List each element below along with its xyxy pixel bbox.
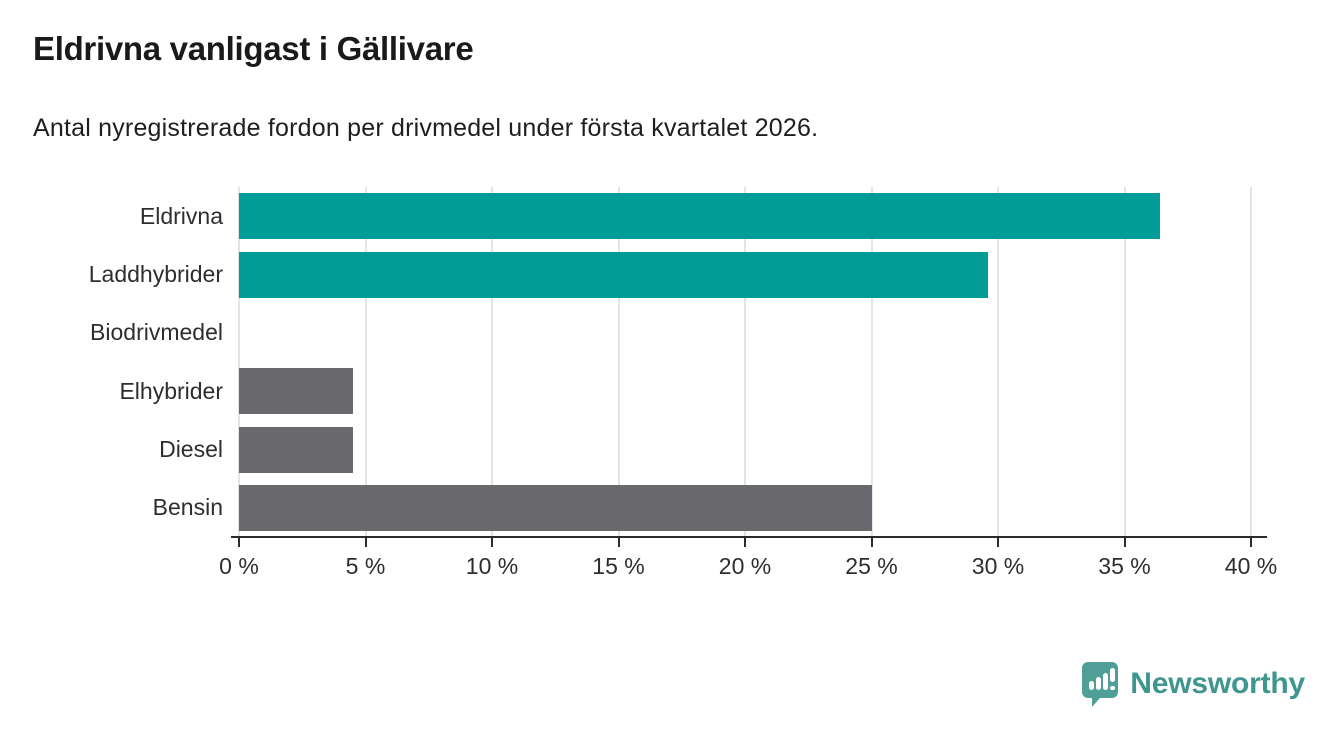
- bar: [239, 251, 988, 298]
- x-axis-tick: [364, 538, 367, 547]
- x-axis-tick-labels: 0 % 5 % 10 % 15 % 20 % 25 % 30 % 35 % 40 %: [219, 553, 1277, 581]
- gridline: [238, 187, 240, 537]
- x-axis-tick-label: 30 %: [971, 553, 1025, 579]
- newsworthy-speech-bubble-bar-chart-icon: [1082, 662, 1119, 707]
- bar: [239, 368, 353, 415]
- plot-area: [231, 187, 1267, 547]
- bar: [239, 193, 1160, 240]
- y-axis-label: Elhybrider: [119, 377, 223, 404]
- x-axis-tick: [491, 538, 493, 547]
- y-axis-label: Laddhybrider: [88, 260, 223, 287]
- x-axis-tick: [744, 538, 746, 547]
- gridline: [744, 187, 746, 537]
- x-axis-tick-label: 0 %: [219, 553, 259, 579]
- newsworthy-brand-name: Newsworthy: [1130, 667, 1305, 700]
- chart-subtitle: Antal nyregistrerade fordon per drivmede…: [33, 114, 819, 142]
- x-axis-tick-label: 35 %: [1098, 553, 1151, 579]
- gridline: [1123, 187, 1126, 537]
- x-axis-tick-label: 10 %: [465, 553, 519, 579]
- x-axis-tick: [617, 538, 620, 547]
- gridline: [491, 187, 493, 537]
- x-axis-tick-label: 5 %: [345, 553, 386, 579]
- gridline: [1250, 187, 1252, 537]
- bar: [239, 484, 872, 531]
- newsworthy-logo: Newsworthy: [1080, 660, 1305, 708]
- x-axis-tick: [997, 538, 999, 547]
- x-axis-tick: [1250, 538, 1252, 547]
- x-axis-tick-label: 20 %: [718, 553, 772, 579]
- y-axis-label: Biodrivmedel: [90, 319, 223, 346]
- y-axis-label: Bensin: [152, 494, 223, 521]
- gridline: [870, 187, 873, 537]
- x-axis-tick-label: 15 %: [592, 553, 645, 579]
- x-axis-tick: [870, 538, 873, 547]
- x-axis-tick-label: 25 %: [845, 553, 898, 579]
- y-axis-label: Diesel: [159, 435, 223, 462]
- x-axis-tick-label: 40 %: [1224, 553, 1278, 579]
- y-axis-labels: Eldrivna Laddhybrider Biodrivmedel Elhybrid…: [0, 187, 223, 537]
- x-axis-line: [231, 536, 1267, 538]
- x-axis-tick: [238, 538, 240, 547]
- gridline: [997, 187, 999, 537]
- bar: [239, 426, 353, 473]
- y-axis-label: Eldrivna: [139, 202, 223, 229]
- gridline: [364, 187, 367, 537]
- chart-title: Eldrivna vanligast i Gällivare: [33, 30, 474, 67]
- gridline: [617, 187, 620, 537]
- x-axis-tick: [1123, 538, 1126, 547]
